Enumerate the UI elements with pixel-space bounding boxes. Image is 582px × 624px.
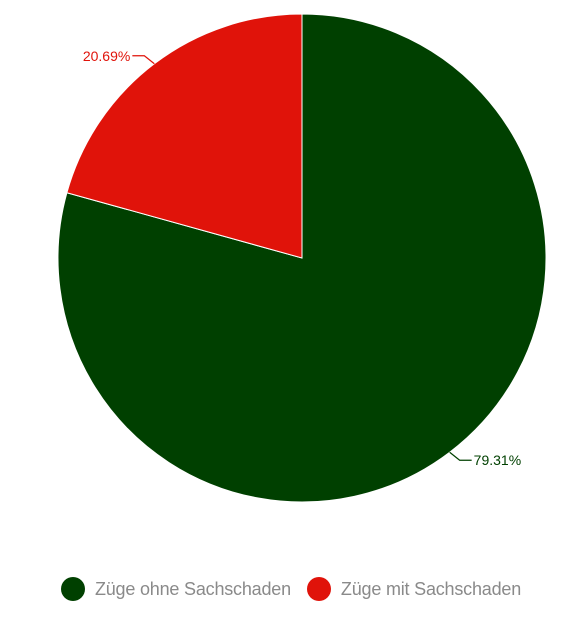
legend-item-mit-sachschaden[interactable]: Züge mit Sachschaden	[306, 577, 522, 601]
legend-swatch-mit-sachschaden	[306, 577, 331, 601]
chart-legend: Züge ohne Sachschaden Züge mit Sachschad…	[0, 577, 582, 601]
leader-line-ohne-sachschaden	[449, 451, 472, 461]
legend-item-ohne-sachschaden[interactable]: Züge ohne Sachschaden	[60, 577, 291, 601]
pie-slice-ohne-sachschaden[interactable]	[57, 13, 547, 503]
leader-line-mit-sachschaden	[132, 55, 155, 65]
legend-label-ohne-sachschaden: Züge ohne Sachschaden	[94, 578, 291, 599]
pie-slice-mit-sachschaden[interactable]	[66, 13, 303, 259]
data-label-mit-sachschaden: 20.69%	[83, 48, 130, 64]
legend-label-mit-sachschaden: Züge mit Sachschaden	[340, 578, 522, 599]
data-label-ohne-sachschaden: 79.31%	[474, 452, 521, 468]
legend-swatch-ohne-sachschaden	[60, 577, 85, 601]
